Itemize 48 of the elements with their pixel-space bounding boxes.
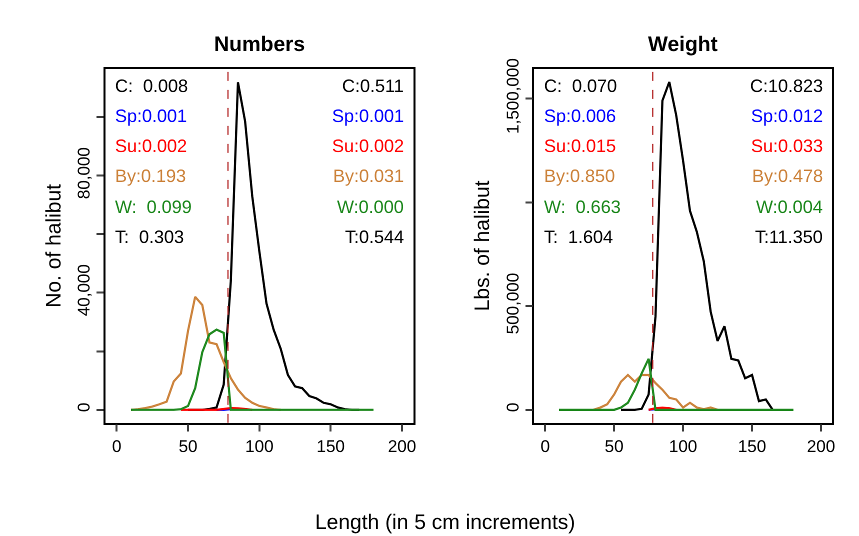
annotation: By:0.478 [752,166,824,186]
annotation: By:0.193 [115,166,186,186]
annotation: C: 0.070 [544,76,618,96]
annotation: Sp:0.001 [115,106,188,126]
line-series [558,358,795,411]
annotation: C:10.823 [750,76,824,96]
x-axis-title: Length (in 5 cm increments) [315,511,576,534]
annotation: Su:0.033 [751,136,824,156]
annotation: By:0.031 [333,166,404,186]
x-tick-label: 150 [738,437,766,456]
annotation: Sp:0.001 [332,106,404,126]
x-tick-label: 50 [604,437,624,456]
annotation: Sp:0.012 [751,106,824,126]
x-tick-label: 50 [178,437,198,456]
line-series [592,374,719,411]
annotation: T: 0.303 [115,227,184,247]
chart-title: Numbers [214,33,306,56]
annotation: Su:0.002 [115,136,188,156]
x-tick-label: 200 [806,437,836,456]
annotation: T:0.544 [345,227,404,247]
annotation: Su:0.015 [544,136,616,156]
x-tick-label: 0 [112,437,122,456]
annotation: By:0.850 [544,166,616,186]
x-tick-label: 0 [540,437,550,456]
annotation: T:11.350 [755,227,823,247]
annotation: W:0.004 [756,197,823,217]
y-tick-label: 0 [504,402,523,412]
y-tick-label: 40,000 [74,264,94,316]
annotation: Su:0.002 [332,136,404,156]
line-series [130,328,375,411]
y-axis-title: Lbs. of halibut [471,180,494,312]
x-tick-label: 200 [388,437,416,456]
y-tick-label: 0 [74,402,94,412]
annotation: C: 0.008 [115,76,188,96]
annotation: W: 0.663 [544,197,621,217]
annotation: W: 0.099 [115,197,192,217]
y-tick-label: 500,000 [504,272,523,334]
y-tick-label: 1,500,000 [504,58,523,134]
annotation: C:0.511 [342,76,404,96]
annotation: T: 1.604 [544,227,614,247]
x-tick-label: 100 [245,437,274,456]
chart-title: Weight [648,33,718,56]
x-tick-label: 150 [316,437,345,456]
y-axis-title: No. of halibut [42,184,66,308]
annotation: Sp:0.006 [544,106,616,126]
x-tick-label: 100 [668,437,698,456]
y-tick-label: 80,000 [74,147,94,200]
annotation: W:0.000 [337,197,404,217]
